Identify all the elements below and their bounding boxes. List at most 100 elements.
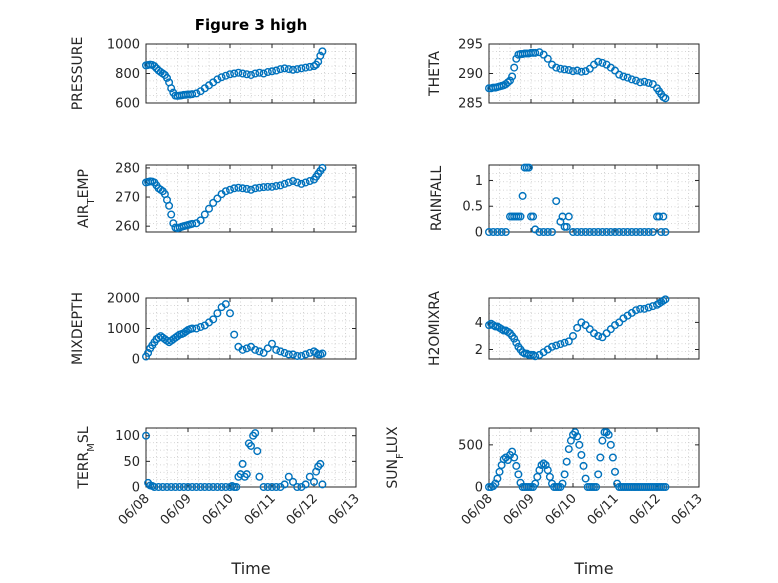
data-point — [188, 324, 197, 333]
data-point — [606, 325, 615, 334]
panel-frame — [145, 427, 357, 488]
data-point — [318, 163, 327, 172]
data-point — [640, 77, 649, 86]
data-point — [575, 440, 584, 449]
data-point — [263, 68, 272, 77]
data-point — [661, 295, 670, 304]
data-point — [293, 483, 302, 492]
data-point — [297, 179, 306, 188]
data-point — [280, 64, 289, 73]
data-point — [142, 431, 150, 440]
data-point — [516, 478, 525, 487]
data-point — [503, 78, 512, 87]
data-point — [305, 472, 314, 481]
data-point — [560, 470, 569, 479]
panel-frame — [488, 427, 700, 488]
data-point — [506, 76, 515, 85]
data-point — [209, 315, 218, 324]
data-point — [225, 185, 234, 194]
data-point — [581, 228, 590, 237]
data-point — [615, 318, 624, 327]
data-point — [251, 345, 260, 354]
data-point — [535, 466, 544, 475]
panel-rainfall: 00.51 RAINFALL — [429, 163, 700, 241]
data-point — [644, 303, 653, 312]
data-point — [623, 228, 632, 237]
data-point — [318, 480, 327, 489]
data-point — [552, 63, 561, 72]
data-point — [175, 483, 184, 492]
data-point — [535, 48, 544, 57]
data-point — [280, 480, 289, 489]
data-point — [242, 344, 251, 353]
data-point — [225, 70, 234, 79]
data-point — [508, 72, 517, 81]
data-point — [167, 210, 176, 219]
data-point — [238, 459, 247, 468]
data-point — [158, 483, 167, 492]
data-point — [596, 453, 605, 462]
data-point — [619, 228, 628, 237]
x-ticks — [488, 44, 700, 103]
data-point — [288, 477, 297, 486]
data-point — [255, 68, 264, 77]
data-point — [518, 191, 527, 200]
data-markers — [142, 429, 327, 492]
data-point — [602, 228, 611, 237]
panel-air-temp: 260 270 280 AIRTEMP — [76, 161, 357, 235]
data-point — [501, 228, 510, 237]
x-tick-label: 06/12 — [284, 491, 321, 528]
y-axis-label: THETA — [427, 51, 443, 97]
y-ticks: 0 500 — [458, 438, 699, 496]
data-point — [539, 50, 548, 59]
data-point — [512, 461, 521, 470]
data-point — [230, 184, 239, 193]
data-point — [564, 65, 573, 74]
data-point — [627, 75, 636, 84]
data-point — [221, 71, 230, 80]
data-point — [165, 201, 174, 210]
data-point — [288, 177, 297, 186]
data-point — [301, 63, 310, 72]
x-tick-label: 06/13 — [669, 491, 706, 528]
data-point — [318, 349, 327, 358]
data-point — [253, 447, 262, 456]
data-point — [623, 73, 632, 82]
data-point — [284, 472, 293, 481]
data-point — [179, 483, 188, 492]
data-point — [163, 483, 172, 492]
data-point — [539, 459, 548, 468]
data-point — [272, 181, 281, 190]
data-point — [272, 345, 281, 354]
data-point — [167, 84, 176, 93]
data-point — [267, 67, 276, 76]
data-point — [485, 228, 493, 237]
data-point — [636, 304, 645, 313]
data-point — [577, 67, 586, 76]
data-point — [531, 479, 540, 488]
y-tick-label: 2 — [475, 343, 483, 358]
data-markers — [485, 48, 670, 103]
data-point — [543, 466, 552, 475]
y-ticks: 00.51 — [462, 174, 699, 241]
data-point — [205, 204, 214, 213]
x-tick-label: 06/09 — [158, 491, 195, 528]
y-ticks: 285 290 295 — [458, 38, 699, 112]
data-point — [562, 457, 571, 466]
data-point — [556, 64, 565, 73]
data-point — [598, 436, 607, 445]
panel-grid — [489, 428, 699, 487]
data-point — [154, 483, 163, 492]
data-point — [150, 483, 159, 492]
y-tick-label: 0.5 — [462, 200, 483, 215]
y-tick-label: 290 — [458, 67, 483, 82]
data-point — [234, 68, 243, 77]
data-point — [636, 78, 645, 87]
data-point — [200, 210, 209, 219]
data-point — [556, 340, 565, 349]
data-point — [205, 483, 214, 492]
data-markers — [142, 163, 327, 233]
data-point — [267, 483, 276, 492]
data-point — [510, 63, 519, 72]
